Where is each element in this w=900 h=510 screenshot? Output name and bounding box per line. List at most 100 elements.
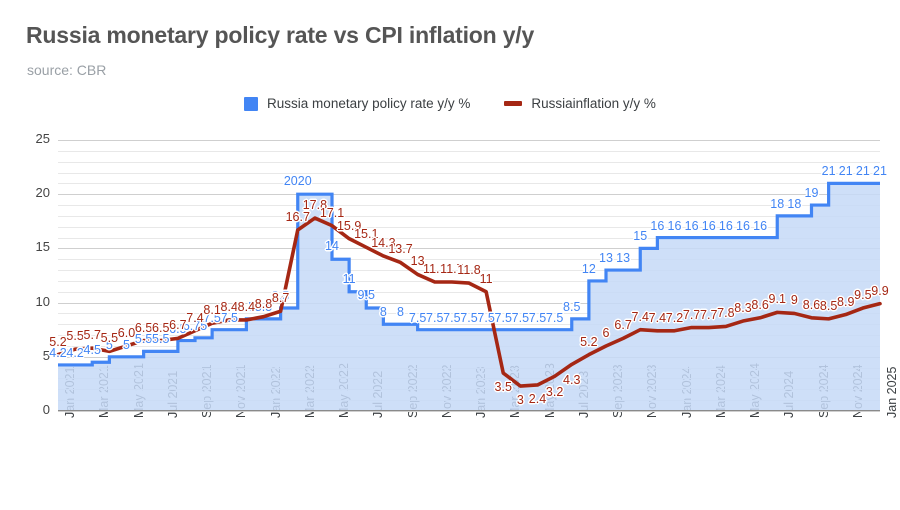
- legend-label-policy-rate: Russia monetary policy rate y/y %: [267, 96, 471, 111]
- data-label-inflation: 11: [479, 271, 493, 286]
- data-label-inflation: 6.7: [614, 318, 632, 333]
- gridline-minor: [58, 270, 880, 272]
- gridline-minor: [58, 324, 880, 326]
- data-label-inflation: 4.3: [563, 373, 581, 388]
- data-label-policy-rate: 21: [855, 164, 870, 179]
- data-label-inflation: 6.7: [169, 318, 187, 333]
- data-label-policy-rate: 14: [325, 239, 339, 254]
- chart-legend: Russia monetary policy rate y/y % Russia…: [0, 96, 900, 111]
- data-label-policy-rate: 8.5: [254, 299, 273, 314]
- data-label-inflation: 6.5: [134, 320, 153, 335]
- data-label-inflation: 8.4: [220, 299, 238, 314]
- data-label-policy-rate: 5.5: [152, 332, 170, 347]
- data-label-policy-rate: 16: [736, 218, 750, 233]
- data-label-policy-rate: 4.5: [83, 343, 101, 358]
- gridline-minor: [58, 183, 880, 185]
- data-label-inflation: 3: [516, 393, 524, 408]
- data-label-policy-rate: 12: [581, 261, 596, 276]
- data-label-policy-rate: 5: [105, 337, 113, 352]
- data-label-inflation: 5.5: [100, 331, 119, 346]
- y-axis-tick-label: 15: [35, 239, 50, 255]
- data-label-policy-rate: 7.5: [528, 310, 547, 325]
- gridline-minor: [58, 291, 880, 293]
- data-label-policy-rate: 15: [633, 229, 648, 244]
- data-label-inflation: 5.5: [66, 329, 84, 344]
- data-label-inflation: 11.1: [423, 262, 447, 276]
- data-label-inflation: 7.4: [631, 309, 649, 324]
- y-axis-tick-label: 10: [35, 293, 50, 309]
- data-label-policy-rate: 18: [770, 196, 785, 211]
- data-label-inflation: 5.2: [580, 334, 598, 349]
- gridline-minor: [58, 205, 880, 207]
- data-label-policy-rate: 9.5: [357, 288, 375, 303]
- data-label-policy-rate: 21: [821, 164, 836, 179]
- data-label-inflation: 3.2: [545, 385, 564, 400]
- data-label-policy-rate: 6.75: [182, 318, 208, 333]
- gridline-minor: [58, 313, 880, 315]
- data-label-inflation: 8.3: [734, 301, 752, 316]
- data-label-inflation: 7.4: [648, 310, 667, 325]
- y-axis-tick-label: 20: [35, 185, 50, 201]
- data-label-policy-rate: 11: [342, 271, 356, 286]
- data-label-inflation: 8.4: [237, 299, 256, 314]
- data-label-policy-rate: 7.5: [426, 310, 444, 325]
- data-label-policy-rate: 8: [379, 305, 387, 320]
- data-label-inflation: 6.0: [117, 325, 136, 340]
- gridline-minor: [58, 259, 880, 261]
- data-label-inflation: 2.4: [528, 391, 547, 406]
- policy-rate-area: [58, 183, 880, 411]
- data-label-policy-rate: 16: [718, 218, 733, 233]
- data-label-inflation: 11.7: [440, 262, 464, 276]
- data-label-inflation: 11.8: [457, 263, 481, 278]
- data-label-policy-rate: 21: [838, 164, 853, 179]
- plot-area: 4.2 4.2 4.5 5 5 5.5 5.5 6.5 6.75 7.5 7.5 8.5 8.5 9.5 2…: [49, 140, 889, 412]
- gridline-major: [58, 140, 880, 141]
- data-label-inflation: 7.4: [186, 310, 204, 325]
- gridline-major: [58, 194, 880, 196]
- data-label-inflation: 8.7: [271, 291, 290, 306]
- data-label-policy-rate: 7.5: [545, 310, 564, 325]
- data-label-inflation: 6.5: [152, 320, 170, 335]
- y-axis-tick-label: 0: [42, 402, 50, 417]
- data-label-inflation: 7.7: [682, 307, 701, 322]
- series-layers: [56, 181, 882, 411]
- data-label-policy-rate: 18: [787, 196, 802, 211]
- data-label-inflation: 16.7: [285, 209, 310, 224]
- chart-source-label: source: CBR: [27, 62, 107, 78]
- data-label-inflation: 9: [790, 293, 798, 308]
- gridline-major: [58, 302, 880, 304]
- data-label-inflation: 13.7: [388, 242, 413, 257]
- data-label-policy-rate: 4.2: [66, 345, 84, 360]
- legend-item-policy-rate[interactable]: Russia monetary policy rate y/y %: [244, 96, 470, 111]
- data-label-inflation: 9.9: [871, 283, 889, 298]
- data-label-policy-rate: 7.5: [511, 310, 530, 325]
- data-label-policy-rate: 6.5: [169, 321, 187, 336]
- data-label-policy-rate: 16: [684, 218, 699, 233]
- legend-swatch-red-icon: [504, 101, 523, 106]
- data-label-inflation: 7.8: [717, 306, 735, 321]
- chart-title: Russia monetary policy rate vs CPI infla…: [26, 22, 535, 48]
- axis-baseline: [58, 410, 880, 411]
- data-label-policy-rate: 2020: [283, 174, 312, 189]
- inflation-line: [56, 216, 882, 388]
- y-axis-tick-label: 25: [35, 131, 50, 146]
- data-label-inflation: 8.5: [819, 298, 838, 313]
- data-label-inflation: 17.1: [319, 205, 345, 220]
- data-label-policy-rate: 5.5: [134, 332, 153, 347]
- data-label-inflation: 9.5: [854, 288, 872, 303]
- data-label-policy-rate: 16: [701, 218, 716, 233]
- data-label-policy-rate: 7.5: [477, 310, 495, 325]
- legend-item-inflation[interactable]: Russiainflation y/y %: [504, 96, 656, 111]
- gridline-minor: [58, 215, 880, 217]
- data-label-inflation: 17.8: [302, 198, 328, 213]
- data-label-policy-rate: 8.5: [237, 299, 256, 314]
- legend-label-inflation: Russiainflation y/y %: [531, 96, 656, 111]
- data-label-inflation: 8.8: [254, 296, 273, 311]
- data-label-inflation: 5.7: [83, 328, 101, 343]
- x-axis-tick-label: Jan 2025: [885, 366, 899, 418]
- data-label-inflation: 7.7: [700, 307, 718, 322]
- data-label-policy-rate: 7.5: [203, 310, 221, 325]
- policy-rate-line: [58, 181, 880, 367]
- data-label-inflation: 15.1: [354, 227, 379, 242]
